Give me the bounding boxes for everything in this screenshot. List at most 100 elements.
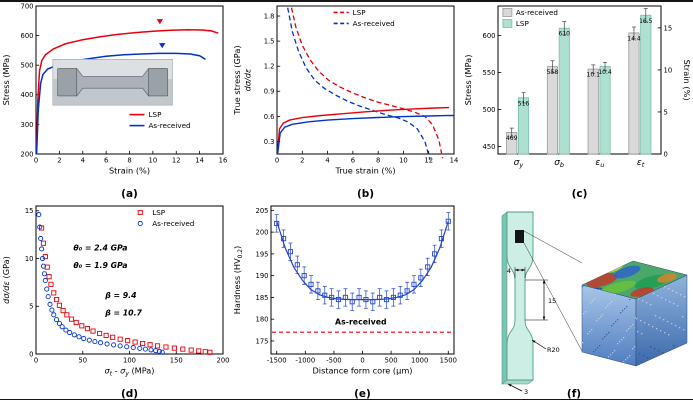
svg-text:4: 4: [325, 157, 329, 165]
svg-text:1.2: 1.2: [264, 63, 275, 71]
svg-text:(c): (c): [572, 188, 588, 200]
svg-text:610: 610: [559, 31, 571, 38]
svg-text:εt: εt: [637, 158, 645, 169]
panel-e: -1500 -1000 -500 0 500 1000 1500 175 180 185 190 19…: [231, 200, 462, 400]
svg-text:True stress (GPa): True stress (GPa): [232, 45, 242, 115]
chart-b-true-stress-hardening: 0 2 4 6 8 10 12 14 0.3 0.6 0.9 1.2 1.5 1.8 True strain…: [232, 5, 459, 200]
svg-text:516: 516: [518, 100, 530, 107]
svg-text:1.5: 1.5: [264, 38, 275, 46]
svg-text:As-received: As-received: [335, 317, 387, 326]
svg-text:15: 15: [25, 207, 34, 215]
svg-text:Strain (%): Strain (%): [682, 59, 692, 100]
svg-text:10.4: 10.4: [598, 69, 612, 76]
chart-c-property-bars: 450 500 550 600 0 5 10 15 σy 469 516 σb 558 610 εu 10.1…: [463, 5, 692, 200]
svg-text:2: 2: [300, 157, 304, 165]
svg-text:0: 0: [34, 157, 38, 165]
svg-text:450: 450: [483, 143, 496, 151]
svg-text:Strain (%): Strain (%): [109, 166, 150, 176]
chart-d-hardening-rate-scatter: 0 50 100 150 200 0 5 10 15 σt - σy (MPa) dσ/dε (GP…: [1, 205, 229, 400]
svg-text:195: 195: [256, 250, 269, 258]
svg-text:LSP: LSP: [152, 208, 166, 217]
svg-text:σy: σy: [514, 158, 524, 169]
svg-text:(e): (e): [354, 388, 371, 400]
svg-text:4: 4: [81, 157, 85, 165]
svg-text:469: 469: [506, 135, 518, 142]
panel-a: 0 2 4 6 8 10 12 14 16 200 300 400 500 600 700 Strain (%…: [0, 0, 231, 200]
svg-text:10.1: 10.1: [587, 72, 601, 79]
svg-text:θ₀ = 1.9 GPa: θ₀ = 1.9 GPa: [73, 261, 127, 270]
svg-text:1000: 1000: [411, 357, 428, 365]
svg-text:100: 100: [123, 357, 136, 365]
svg-text:LSP: LSP: [353, 8, 367, 17]
svg-text:15: 15: [664, 24, 673, 32]
svg-text:(d): (d): [121, 388, 138, 400]
svg-text:12: 12: [424, 157, 433, 165]
svg-text:σt - σy (MPa): σt - σy (MPa): [104, 366, 154, 378]
svg-text:200: 200: [21, 150, 34, 158]
svg-text:400: 400: [21, 91, 34, 99]
chart-a-stress-strain: 0 2 4 6 8 10 12 14 16 200 300 400 500 600 700 Strain (%…: [1, 2, 228, 200]
svg-text:σb: σb: [554, 158, 564, 169]
svg-text:550: 550: [483, 69, 496, 77]
svg-text:14: 14: [195, 157, 204, 165]
svg-text:dσ/dε: dσ/dε: [243, 68, 253, 91]
svg-text:185: 185: [256, 294, 269, 302]
svg-text:175: 175: [256, 337, 269, 345]
svg-text:(a): (a): [121, 188, 138, 200]
svg-text:0: 0: [664, 150, 668, 158]
svg-text:558: 558: [547, 69, 559, 76]
svg-text:Stress (MPa): Stress (MPa): [463, 55, 473, 106]
svg-text:θ₀ = 2.4 GPa: θ₀ = 2.4 GPa: [73, 243, 127, 252]
svg-text:2: 2: [57, 157, 61, 165]
svg-text:50: 50: [78, 357, 87, 365]
svg-text:0.6: 0.6: [264, 113, 275, 121]
panel-b: 0 2 4 6 8 10 12 14 0.3 0.6 0.9 1.2 1.5 1.8 True strain…: [231, 0, 462, 200]
svg-text:300: 300: [21, 121, 34, 129]
svg-text:β = 10.7: β = 10.7: [104, 309, 142, 318]
svg-text:500: 500: [21, 62, 34, 70]
svg-text:14.4: 14.4: [627, 35, 641, 42]
svg-text:5: 5: [29, 303, 33, 311]
svg-text:LSP: LSP: [516, 19, 530, 28]
svg-text:150: 150: [170, 357, 183, 365]
svg-text:-1500: -1500: [267, 357, 287, 365]
svg-text:1.8: 1.8: [264, 12, 275, 20]
svg-text:-1000: -1000: [295, 357, 315, 365]
svg-text:10: 10: [25, 255, 34, 263]
svg-text:190: 190: [256, 272, 269, 280]
svg-text:205: 205: [256, 207, 269, 215]
svg-text:5: 5: [664, 108, 668, 116]
svg-text:16: 16: [219, 157, 228, 165]
svg-text:700: 700: [21, 2, 34, 10]
svg-text:14: 14: [450, 157, 459, 165]
svg-text:6: 6: [104, 157, 108, 165]
figure-top-rule: [0, 0, 693, 2]
svg-text:600: 600: [483, 32, 496, 40]
svg-text:1500: 1500: [440, 357, 457, 365]
svg-text:12: 12: [172, 157, 181, 165]
svg-text:200: 200: [256, 229, 269, 237]
svg-text:16.5: 16.5: [639, 18, 653, 25]
svg-text:10: 10: [664, 66, 673, 74]
svg-text:15: 15: [548, 297, 556, 305]
svg-text:As-received: As-received: [152, 219, 194, 228]
svg-text:180: 180: [256, 316, 269, 324]
svg-text:0: 0: [29, 350, 33, 358]
svg-text:8: 8: [376, 157, 380, 165]
svg-text:R20: R20: [547, 346, 560, 354]
svg-text:10: 10: [149, 157, 158, 165]
svg-text:10: 10: [399, 157, 408, 165]
svg-text:(b): (b): [357, 188, 374, 200]
svg-text:As-received: As-received: [516, 8, 558, 17]
svg-text:(f): (f): [567, 388, 581, 400]
svg-text:6: 6: [351, 157, 355, 165]
panel-f: 4 15 R20 3 (f): [462, 200, 693, 400]
svg-text:500: 500: [483, 106, 496, 114]
svg-text:As-received: As-received: [149, 121, 191, 130]
diagram-f-specimen-geometry: 4 15 R20 3 (f): [501, 211, 688, 400]
figure-bottom-rule: [0, 398, 693, 400]
chart-e-hardness-profile: -1500 -1000 -500 0 500 1000 1500 175 180 185 190 19…: [232, 205, 457, 400]
panel-d: 0 50 100 150 200 0 5 10 15 σt - σy (MPa) dσ/dε (GP…: [0, 200, 231, 400]
svg-text:0: 0: [34, 357, 38, 365]
